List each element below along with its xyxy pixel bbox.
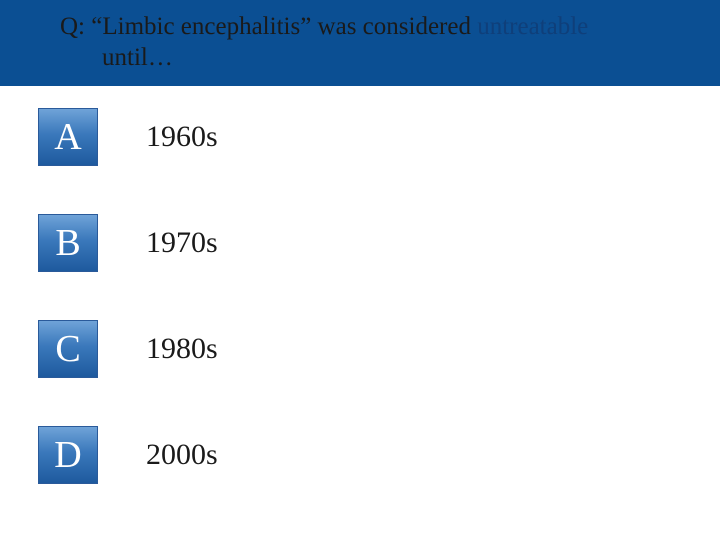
answer-letter: A (54, 115, 81, 159)
answer-letter-box: C (38, 320, 98, 378)
question-prefix: Q: (60, 13, 85, 40)
question-text-1: “Limbic encephalitis” was considered (85, 13, 477, 40)
answer-letter-box: D (38, 426, 98, 484)
answer-letter: D (54, 433, 81, 477)
answer-option[interactable]: B 1970s (0, 214, 720, 272)
question-header: Q: “Limbic encephalitis” was considered … (0, 0, 720, 86)
question-line-1: Q: “Limbic encephalitis” was considered … (0, 10, 720, 44)
answer-letter: B (55, 221, 80, 265)
answer-text: 1970s (146, 226, 218, 260)
answer-text: 2000s (146, 438, 218, 472)
answer-option[interactable]: A 1960s (0, 108, 720, 166)
answer-letter-box: A (38, 108, 98, 166)
answer-text: 1960s (146, 120, 218, 154)
answers-container: A 1960s B 1970s C 1980s D 2000s (0, 86, 720, 484)
answer-letter: C (55, 327, 80, 371)
answer-letter-box: B (38, 214, 98, 272)
question-emphasis: untreatable (477, 13, 588, 40)
question-text-cont: until… (0, 44, 720, 72)
answer-option[interactable]: D 2000s (0, 426, 720, 484)
answer-text: 1980s (146, 332, 218, 366)
answer-option[interactable]: C 1980s (0, 320, 720, 378)
